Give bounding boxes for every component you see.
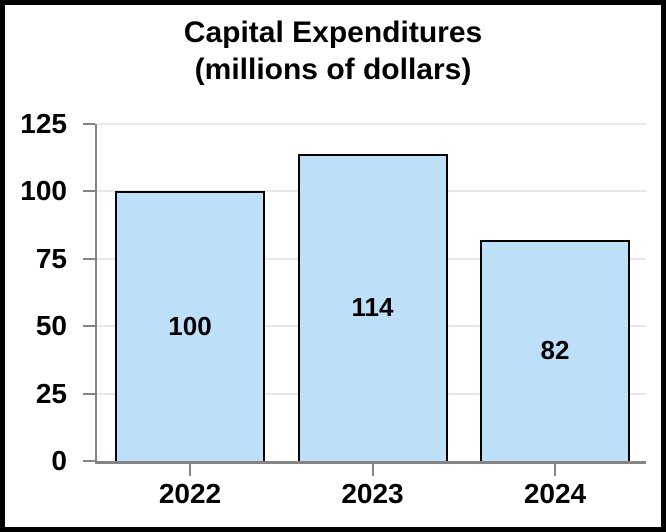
y-axis-tick-50 <box>83 325 95 328</box>
y-axis-tick-label-50: 50 <box>35 310 67 342</box>
y-axis-tick-25 <box>83 392 95 395</box>
bar-value-label-2024: 82 <box>540 335 570 366</box>
x-axis-category-label-2023: 2023 <box>341 478 404 509</box>
y-axis-tick-label-125: 125 <box>20 108 67 139</box>
x-axis-tick-2023 <box>371 464 374 476</box>
x-axis-tick-2024 <box>554 464 556 476</box>
bar-2023 <box>297 153 448 463</box>
x-axis-line <box>95 461 646 464</box>
chart-title-line-1: Capital Expenditures <box>183 16 483 49</box>
bar-value-label-2023: 114 <box>351 292 394 323</box>
y-axis-tick-125 <box>83 123 95 125</box>
y-axis-tick-label-75: 75 <box>35 242 67 274</box>
bar-value-label-2022: 100 <box>168 311 212 342</box>
y-axis-tick-label-25: 25 <box>35 377 67 409</box>
y-axis-tick-100 <box>83 190 95 193</box>
chart-title: Capital Expenditures (millions of dollar… <box>5 14 661 88</box>
gridline-125 <box>97 123 646 125</box>
x-axis-category-label-2024: 2024 <box>523 478 587 509</box>
bar-chart: 0 25 50 75 100 125 100 114 82 2022 2023 2024 <box>5 5 661 527</box>
y-axis-tick-label-100: 100 <box>20 175 67 207</box>
y-axis-tick-75 <box>83 257 95 260</box>
y-axis-tick-0 <box>83 460 95 462</box>
x-axis-tick-2022 <box>189 464 191 476</box>
x-axis-category-label-2022: 2022 <box>158 478 222 509</box>
bar-2024 <box>480 239 630 463</box>
y-axis-tick-label-0: 0 <box>51 445 67 476</box>
y-axis-line <box>95 124 97 464</box>
chart-title-line-2: (millions of dollars) <box>194 53 472 86</box>
